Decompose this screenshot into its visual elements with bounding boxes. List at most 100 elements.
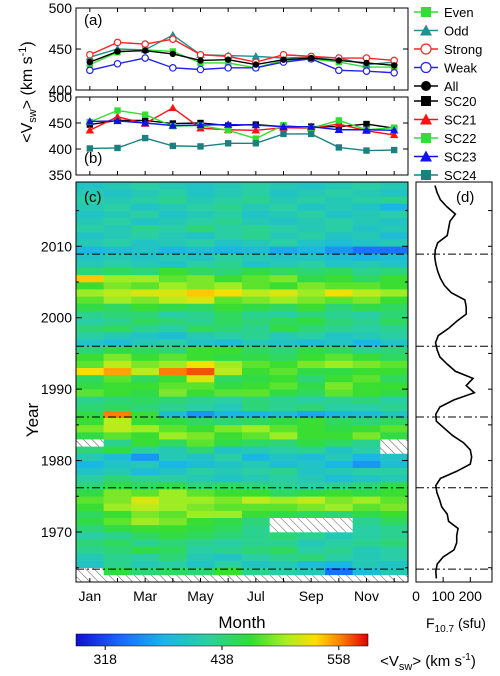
heatmap-cell: [325, 282, 353, 290]
heatmap-cell: [76, 289, 104, 297]
point: [113, 38, 122, 47]
heatmap-cell: [297, 460, 326, 469]
point: [252, 140, 260, 147]
heatmap-cell: [380, 239, 409, 247]
heatmap-cell: [103, 410, 132, 419]
heatmap-cell: [76, 439, 104, 447]
heatmap-cell: [186, 410, 215, 419]
point: [252, 135, 260, 142]
heatmap-cell: [186, 510, 215, 519]
heatmap-cell: [242, 417, 270, 426]
heatmap-cell: [159, 474, 187, 483]
heatmap-cell: [214, 239, 243, 247]
heatmap-cell: [159, 460, 187, 469]
heatmap-cell: [131, 489, 160, 497]
heatmap-cell: [325, 253, 353, 261]
heatmap-cell: [380, 403, 409, 411]
heatmap-cell: [186, 203, 215, 211]
y-tick-label: 2000: [41, 310, 72, 326]
heatmap-cell: [76, 274, 104, 283]
x-axis-label-f107: F10.7 (sfu): [426, 615, 486, 635]
heatmap-cell: [242, 439, 270, 447]
heatmap-cell: [214, 389, 243, 397]
heatmap-cell: [380, 410, 409, 419]
heatmap-cell: [269, 453, 298, 461]
heatmap-cell: [159, 439, 187, 447]
heatmap-cell: [269, 224, 298, 233]
heatmap-cell: [159, 217, 187, 226]
point: [86, 58, 94, 66]
heatmap-cell: [131, 189, 160, 197]
heatmap-cell: [325, 260, 353, 269]
heatmap-cell: [186, 489, 215, 497]
heatmap-cell: [242, 296, 270, 304]
heatmap-cell: [269, 210, 298, 219]
heatmap-cell: [103, 339, 132, 347]
heatmap-cell: [380, 489, 409, 497]
colorbar-tick-label: 558: [327, 651, 351, 667]
heatmap-cell: [269, 567, 298, 576]
heatmap-cell: [131, 389, 160, 397]
heatmap-cell: [325, 374, 353, 383]
heatmap-cell: [159, 389, 187, 397]
heatmap-cell: [352, 567, 381, 576]
heatmap-cell: [76, 196, 104, 204]
heatmap-cell: [214, 274, 243, 283]
heatmap-cell: [186, 324, 215, 333]
heatmap-cell: [186, 182, 215, 190]
heatmap-cell: [352, 339, 381, 347]
heatmap-cell: [352, 260, 381, 269]
x-axis-label-month: Month: [218, 613, 265, 632]
heatmap-cell: [76, 489, 104, 497]
heatmap-cell: [76, 303, 104, 311]
colorbar-label: <Vsw> (km s-1): [380, 652, 476, 673]
heatmap-cell: [242, 274, 270, 283]
heatmap-cell: [131, 439, 160, 447]
heatmap-cell: [103, 517, 132, 526]
heatmap-cell: [325, 224, 353, 233]
legend-label: Even: [444, 5, 474, 20]
heatmap-cell: [186, 246, 215, 254]
heatmap-cell: [103, 482, 132, 490]
x-tick-label: Jan: [79, 588, 102, 604]
heatmap-cell: [214, 260, 243, 269]
heatmap-cell: [297, 189, 326, 197]
heatmap-cell: [269, 403, 298, 411]
point: [421, 81, 431, 91]
point: [169, 50, 177, 58]
heatmap-cell: [380, 324, 409, 333]
heatmap-cell: [103, 182, 132, 190]
heatmap-cell: [214, 317, 243, 326]
heatmap-cell: [352, 460, 381, 469]
heatmap-cell: [325, 246, 353, 254]
heatmap-cell: [103, 424, 132, 433]
heatmap-cell: [325, 217, 353, 226]
heatmap-cell: [214, 539, 243, 547]
heatmap-cell: [131, 260, 160, 269]
heatmap-cell: [242, 374, 270, 383]
heatmap-cell: [352, 210, 381, 219]
heatmap-cell: [159, 503, 187, 511]
heatmap-cell: [297, 196, 326, 204]
heatmap-cell: [186, 482, 215, 490]
heatmap-cell: [297, 474, 326, 483]
heatmap-cell: [352, 360, 381, 369]
point: [86, 145, 94, 152]
heatmap-cell: [325, 296, 353, 304]
heatmap-cell: [242, 339, 270, 347]
heatmap-cell: [159, 296, 187, 304]
heatmap-cell: [269, 424, 298, 433]
heatmap-cell: [269, 553, 298, 561]
heatmap-cell: [325, 567, 353, 576]
heatmap-cell: [214, 367, 243, 376]
point: [114, 144, 121, 152]
heatmap-cell: [380, 189, 409, 197]
point: [169, 64, 177, 72]
heatmap-cell: [269, 324, 298, 333]
heatmap-cell: [242, 460, 270, 469]
heatmap-cell: [269, 539, 298, 547]
heatmap-cell: [214, 510, 243, 519]
heatmap-cell: [242, 560, 270, 569]
heatmap-cell: [131, 239, 160, 247]
heatmap-cell: [214, 217, 243, 226]
